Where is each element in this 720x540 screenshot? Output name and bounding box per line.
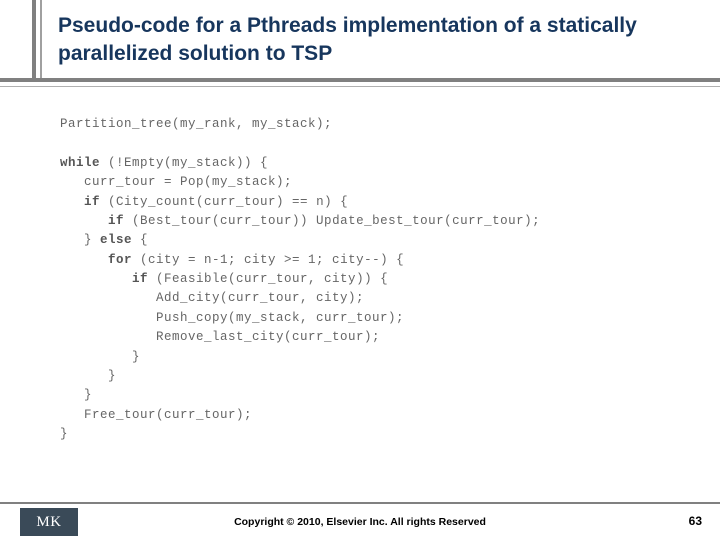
keyword-if: if: [108, 214, 124, 228]
code-line: Push_copy(my_stack, curr_tour);: [60, 311, 404, 325]
code-line: }: [60, 369, 116, 383]
code-line: Add_city(curr_tour, city);: [60, 291, 364, 305]
vertical-rule-thick: [32, 0, 36, 82]
slide: Pseudo-code for a Pthreads implementatio…: [0, 0, 720, 540]
code-line: }: [60, 427, 68, 441]
code-text: (Best_tour(curr_tour)) Update_best_tour(…: [124, 214, 540, 228]
code-line: Remove_last_city(curr_tour);: [60, 330, 380, 344]
code-line: }: [60, 350, 140, 364]
keyword-for: for: [108, 253, 132, 267]
code-text: }: [60, 233, 100, 247]
page-number: 63: [689, 514, 702, 528]
vertical-rule-thin: [40, 0, 42, 82]
horizontal-rule-thick: [0, 78, 720, 82]
code-text: (city = n-1; city >= 1; city--) {: [132, 253, 404, 267]
code-text: {: [132, 233, 148, 247]
slide-title: Pseudo-code for a Pthreads implementatio…: [58, 12, 700, 69]
code-block: Partition_tree(my_rank, my_stack); while…: [60, 115, 670, 444]
code-line: }: [60, 388, 92, 402]
keyword-if: if: [132, 272, 148, 286]
code-text: (!Empty(my_stack)) {: [100, 156, 268, 170]
footer-rule: [0, 502, 720, 504]
keyword-while: while: [60, 156, 100, 170]
code-line: curr_tour = Pop(my_stack);: [60, 175, 292, 189]
keyword-if: if: [84, 195, 100, 209]
code-line: Free_tour(curr_tour);: [60, 408, 252, 422]
keyword-else: else: [100, 233, 132, 247]
code-line: Partition_tree(my_rank, my_stack);: [60, 117, 332, 131]
horizontal-rule-thin: [0, 86, 720, 87]
copyright-text: Copyright © 2010, Elsevier Inc. All righ…: [0, 516, 720, 528]
code-text: (Feasible(curr_tour, city)) {: [148, 272, 388, 286]
code-text: (City_count(curr_tour) == n) {: [100, 195, 348, 209]
